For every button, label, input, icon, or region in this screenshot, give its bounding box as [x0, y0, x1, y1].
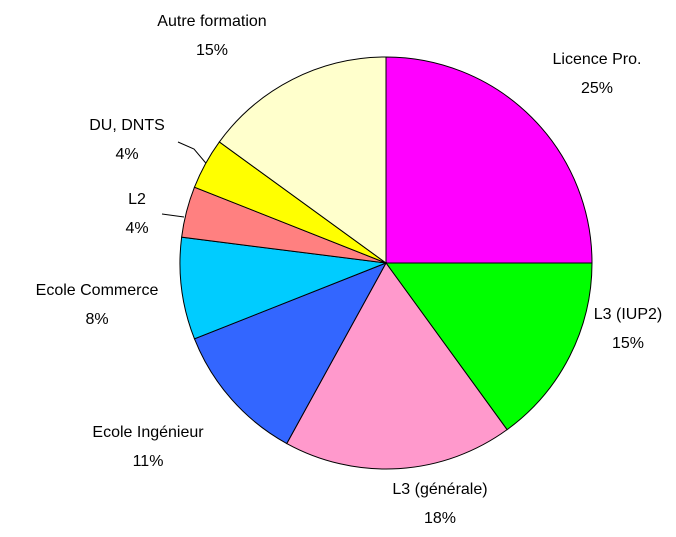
- slice-value-label: 4%: [125, 220, 148, 237]
- slice-label: L3 (IUP2): [594, 306, 662, 323]
- slice-value-label: 8%: [85, 311, 108, 328]
- slice-value-label: 18%: [424, 510, 456, 527]
- pie-slice: [385, 262, 593, 431]
- leader-line: [161, 213, 185, 218]
- slice-label: Ecole Commerce: [36, 282, 159, 299]
- slice-label: L3 (générale): [392, 481, 487, 498]
- slice-label: Autre formation: [157, 13, 266, 30]
- pie-slice: [218, 56, 387, 264]
- slice-value-label: 15%: [196, 42, 228, 59]
- slice-value-label: 15%: [612, 335, 644, 352]
- slice-label: Ecole Ingénieur: [92, 424, 204, 441]
- slice-label: L2: [128, 191, 146, 208]
- slice-label: DU, DNTS: [89, 117, 165, 134]
- leader-line: [177, 141, 211, 169]
- slice-value-label: 25%: [581, 80, 613, 97]
- slice-value-label: 4%: [115, 146, 138, 163]
- pie-slice: [193, 262, 388, 445]
- pie-slice: [286, 262, 508, 470]
- pie-slice: [179, 236, 387, 340]
- slice-label: Licence Pro.: [553, 51, 642, 68]
- pie-slice: [385, 56, 593, 264]
- slice-value-label: 11%: [133, 453, 164, 470]
